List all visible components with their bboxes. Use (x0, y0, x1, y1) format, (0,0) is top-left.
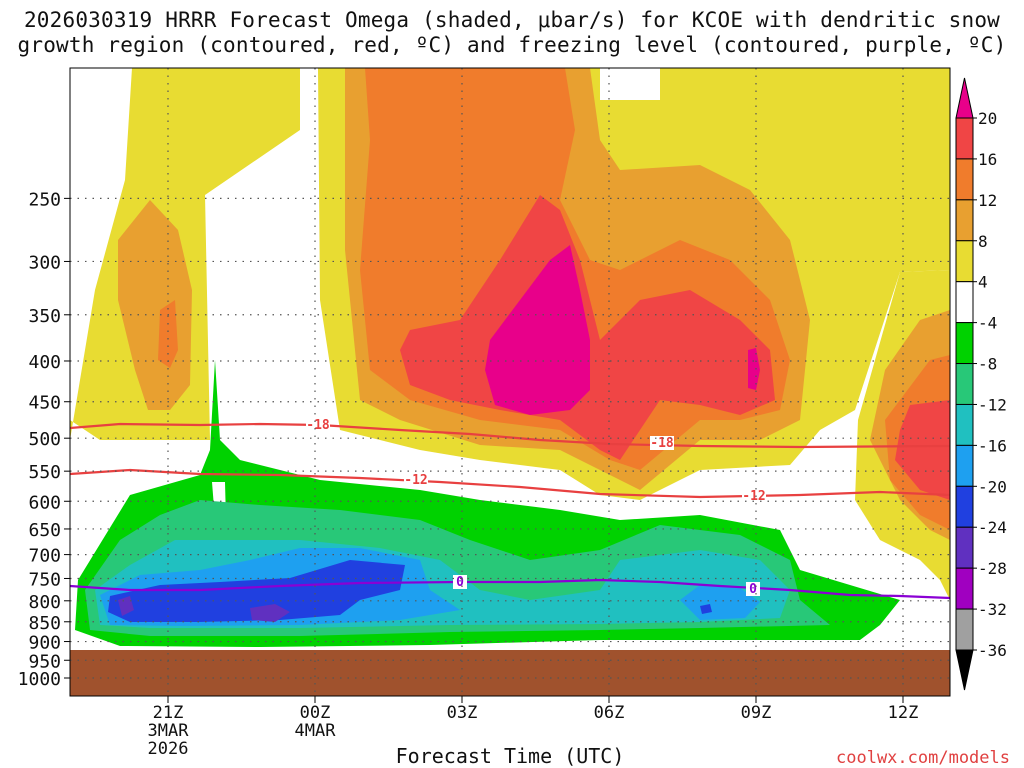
y-tick-label: 450 (28, 393, 61, 414)
x-tick-label: 09Z (741, 703, 772, 723)
contour-label-minus18-b: -18 (650, 436, 674, 451)
freezing-level-contour (70, 578, 950, 600)
colorbar-segment (955, 485, 974, 528)
colorbar-segment (955, 281, 974, 324)
colorbar-segment (955, 567, 974, 610)
contour-label-minus18-a: -18 (306, 418, 330, 433)
omega-20-region-small (748, 348, 760, 390)
colorbar-segment (955, 444, 974, 487)
colorbar-label: 8 (978, 232, 988, 251)
colorbar-arrow-bottom (955, 649, 974, 691)
x-tick-label: 21Z (153, 703, 184, 723)
omega-minus16-region-right (680, 585, 760, 620)
omega-minus24-region-b (250, 604, 290, 622)
colorbar-label: 20 (978, 109, 997, 128)
colorbar-segment (955, 158, 974, 201)
x-axis-label: Forecast Time (UTC) (396, 744, 625, 768)
colorbar-segment (955, 526, 974, 569)
colorbar-label: 12 (978, 191, 997, 210)
y-tick-label: 400 (28, 352, 61, 373)
colorbar-segment (955, 199, 974, 242)
colorbar-segment (955, 403, 974, 446)
y-tick-label: 250 (28, 189, 61, 210)
x-tick-sublabel: 4MAR (295, 721, 337, 741)
y-tick-label: 950 (28, 651, 61, 672)
x-tick-label: 03Z (447, 703, 478, 723)
contour-label-zero-b: 0 (749, 582, 757, 597)
y-tick-label: 300 (28, 252, 61, 273)
chart-title-line1: 2026030319 HRRR Forecast Omega (shaded, … (23, 8, 1001, 32)
contour-label-zero-a: 0 (456, 575, 464, 590)
colorbar-label: -36 (978, 641, 1007, 660)
omega-shading (70, 68, 950, 696)
colorbar-segment (955, 608, 974, 651)
plot-frame (69, 67, 951, 697)
y-tick-label: 800 (28, 592, 61, 613)
y-tick-label: 900 (28, 633, 61, 654)
x-tick-label: 12Z (888, 703, 919, 723)
y-tick-label: 650 (28, 520, 61, 541)
contour-labels: -18 -18 -12 -12 0 0 (306, 418, 766, 597)
colorbar-segment (955, 322, 974, 365)
colorbar-label: 4 (978, 273, 988, 292)
colorbar-label: -20 (978, 477, 1007, 496)
colorbar-label: -32 (978, 600, 1007, 619)
chart-title-line2: growth region (contoured, red, ºC) and f… (17, 33, 1007, 57)
colorbar-label: -28 (978, 559, 1007, 578)
y-tick-label: 500 (28, 429, 61, 450)
colorbar-label: -4 (978, 314, 997, 333)
dendritic-minus12-contour (70, 468, 950, 499)
y-axis: 2503003504004505005506006507007508008509… (18, 189, 70, 690)
y-tick-label: 1000 (18, 669, 61, 690)
omega-minus20-region (108, 560, 405, 622)
x-tick-year: 2026 (148, 739, 189, 759)
omega-16-region-right (895, 400, 950, 500)
colorbar-label: -12 (978, 395, 1007, 414)
colorbar-label: -8 (978, 355, 997, 374)
contour-label-minus12-a: -12 (404, 473, 427, 488)
colorbar-label: -24 (978, 518, 1007, 537)
x-tick-label: 06Z (594, 703, 625, 723)
y-tick-label: 850 (28, 613, 61, 634)
y-tick-label: 700 (28, 546, 61, 567)
y-tick-label: 600 (28, 492, 61, 513)
y-tick-label: 750 (28, 569, 61, 590)
omega-20-region (485, 245, 590, 415)
colorbar: 20 16 12 8 4 -4 -8 -12 -16 -20 -24 -28 -32 -36 (955, 77, 1007, 691)
colorbar-segment (955, 240, 974, 283)
colorbar-segment (955, 117, 974, 160)
omega-12-region-left (158, 300, 178, 368)
colorbar-label: 16 (978, 150, 997, 169)
colorbar-label: -16 (978, 436, 1007, 455)
ground-below-surface (70, 650, 950, 696)
y-tick-label: 550 (28, 462, 61, 483)
y-tick-label: 350 (28, 306, 61, 327)
dendritic-minus18-contour (70, 422, 950, 449)
credit-text: coolwx.com/models (836, 748, 1010, 768)
colorbar-segment (955, 363, 974, 405)
colorbar-arrow-top (955, 77, 974, 119)
x-tick-sublabel: 3MAR (148, 721, 190, 741)
contour-label-minus12-b: -12 (742, 489, 765, 504)
omega-minus20-region-right (700, 604, 712, 614)
x-tick-label: 00Z (300, 703, 331, 723)
omega-4-region-left (70, 68, 300, 440)
